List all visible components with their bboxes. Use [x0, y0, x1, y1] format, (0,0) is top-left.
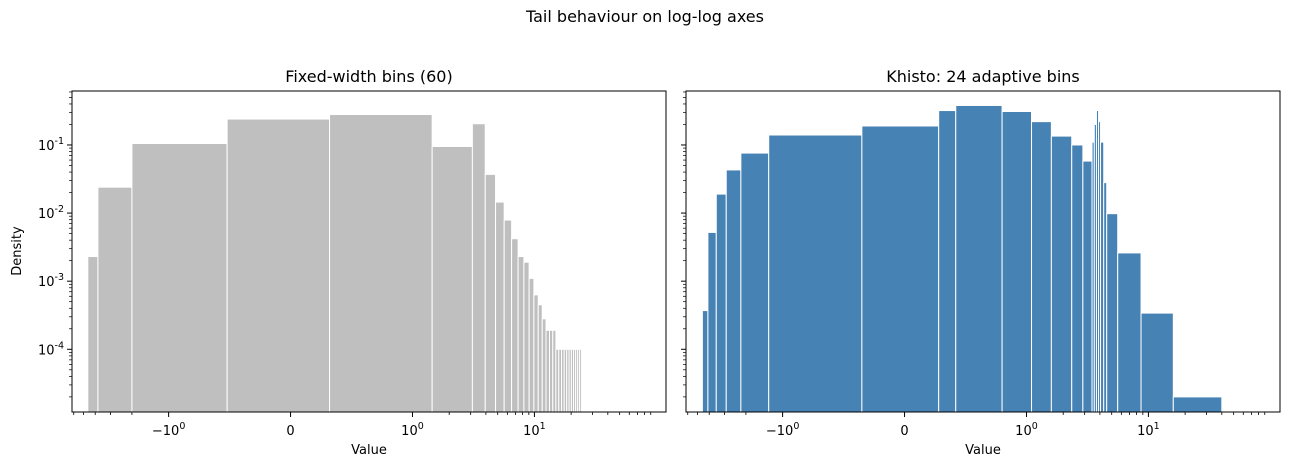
left-panel: Fixed-width bins (60) −100 0 100 101 10-4 10-… [10, 67, 667, 458]
right-bar-21 [1117, 252, 1142, 413]
right-x-tick-label-0: −100 [766, 421, 799, 439]
left-bar-6 [471, 123, 486, 413]
left-bar-7 [484, 173, 497, 413]
left-y-tick-label-0: 10-4 [38, 340, 64, 358]
left-x-axis-label: Value [351, 443, 387, 458]
right-bar-3 [725, 169, 742, 413]
left-bar-30 [579, 348, 583, 413]
right-panel: Khisto: 24 adaptive bins −100 0 100 101 Val… [681, 67, 1281, 458]
left-bar-4 [329, 114, 433, 413]
left-bar-13 [528, 277, 535, 413]
left-bar-5 [431, 145, 473, 413]
left-x-tick-label-3: 101 [523, 421, 546, 439]
right-bar-13 [1082, 160, 1093, 413]
left-bar-10 [511, 238, 519, 413]
left-bars [87, 114, 583, 413]
right-bar-10 [1031, 121, 1052, 413]
figure-title: Tail behaviour on log-log axes [525, 7, 764, 26]
right-bar-1 [707, 231, 717, 413]
right-panel-title: Khisto: 24 adaptive bins [886, 67, 1080, 86]
right-ticks: −100 0 100 101 [681, 91, 1266, 439]
right-bar-4 [740, 152, 770, 413]
right-x-tick-label-2: 100 [1015, 421, 1038, 439]
left-bar-8 [495, 201, 505, 413]
left-x-tick-label-2: 100 [401, 421, 424, 439]
left-ticks: −100 0 100 101 10-4 10-3 10-2 10-1 [38, 91, 652, 439]
left-bar-9 [503, 219, 513, 413]
right-bars [701, 104, 1223, 413]
left-bar-12 [523, 261, 530, 413]
right-bar-0 [701, 310, 709, 413]
left-panel-title: Fixed-width bins (60) [285, 67, 452, 86]
left-y-tick-label-3: 10-1 [38, 136, 64, 154]
left-y-tick-label-1: 10-3 [38, 272, 64, 290]
right-bar-12 [1071, 144, 1084, 413]
right-bar-11 [1050, 135, 1073, 413]
left-y-tick-label-2: 10-2 [38, 204, 64, 222]
left-bar-1 [97, 186, 133, 413]
left-bar-3 [226, 118, 331, 413]
left-bar-14 [533, 294, 539, 413]
right-bar-22 [1140, 312, 1174, 413]
left-x-tick-label-1: 0 [286, 424, 294, 439]
left-bar-11 [517, 256, 525, 413]
left-bar-0 [87, 256, 99, 413]
left-bar-2 [131, 143, 228, 413]
right-x-tick-label-3: 101 [1137, 421, 1160, 439]
left-y-axis-label: Density [10, 226, 25, 276]
left-bar-16 [541, 318, 547, 413]
left-bar-18 [549, 329, 554, 413]
left-x-tick-label-0: −100 [152, 421, 185, 439]
right-bar-8 [955, 104, 1003, 413]
right-bar-23 [1172, 396, 1223, 413]
right-bar-20 [1106, 213, 1119, 413]
right-x-tick-label-1: 0 [900, 424, 908, 439]
right-bar-5 [768, 134, 863, 413]
left-axes-frame [71, 90, 667, 413]
right-x-axis-label: Value [965, 443, 1001, 458]
right-bar-6 [861, 125, 940, 413]
right-axes-frame [685, 90, 1281, 413]
right-bar-9 [1001, 111, 1033, 413]
left-bar-15 [537, 304, 543, 413]
right-bar-2 [715, 193, 727, 413]
right-bar-7 [938, 110, 957, 413]
left-bar-17 [545, 329, 551, 413]
